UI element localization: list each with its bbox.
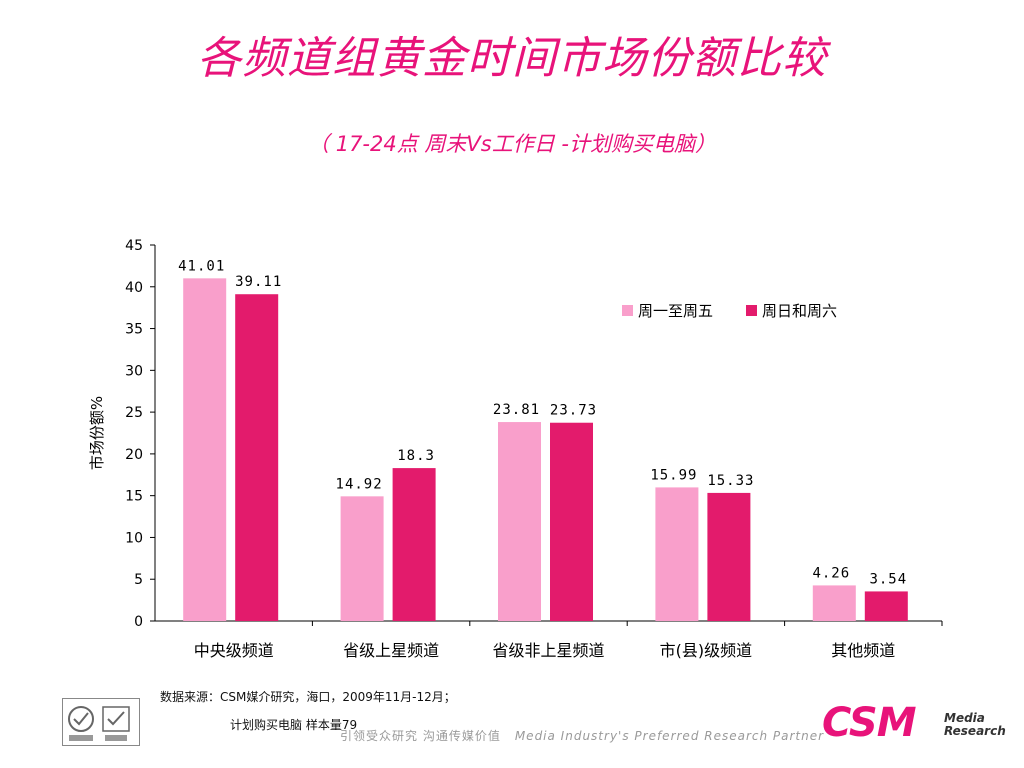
bar-weekday (340, 496, 384, 621)
x-tick-label: 省级非上星频道 (492, 641, 604, 660)
data-label: 39.11 (235, 274, 282, 290)
x-tick-label: 市(县)级频道 (660, 641, 753, 660)
bar-weekend (550, 422, 593, 621)
tagline-cn: 引领受众研究 沟通传媒价值 (340, 729, 501, 743)
y-tick-label: 5 (134, 572, 143, 588)
y-axis-label: 市场份额% (88, 396, 106, 470)
csm-logo: CSM Media Research (822, 700, 1006, 748)
y-tick-label: 35 (125, 322, 143, 338)
page-title: 各频道组黄金时间市场份额比较 (197, 33, 827, 84)
certification-mark-icon (68, 706, 130, 741)
bar-weekend (392, 468, 436, 621)
bar-weekday (812, 585, 856, 621)
y-tick-label: 30 (125, 363, 143, 379)
legend-swatch (746, 305, 757, 316)
y-tick-label: 45 (125, 238, 143, 254)
x-tick-label: 中央级频道 (194, 641, 274, 660)
data-label: 15.33 (707, 473, 754, 489)
x-tick-label: 省级上星频道 (343, 641, 439, 660)
y-tick-label: 25 (125, 405, 143, 421)
y-tick-label: 10 (125, 530, 143, 546)
data-label: 14.92 (336, 476, 383, 492)
csm-logo-text: CSM (822, 700, 917, 746)
bar-weekend (707, 492, 751, 621)
x-tick-label: 其他频道 (831, 641, 895, 660)
legend-label: 周一至周五 (638, 302, 713, 320)
bar-weekend (235, 294, 279, 621)
csm-logo-subtitle: Media Research (944, 712, 1006, 738)
footer-tagline: 引领受众研究 沟通传媒价值 Media Industry's Preferred … (340, 727, 824, 744)
y-tick-label: 15 (125, 489, 143, 505)
data-label: 15.99 (650, 467, 697, 483)
data-label: 4.26 (812, 565, 850, 581)
y-tick-label: 0 (134, 614, 143, 630)
bar-weekday (183, 278, 227, 621)
bar-weekday (655, 487, 699, 621)
bar-weekend (864, 591, 908, 621)
data-label: 18.3 (397, 448, 435, 464)
bar-weekday (498, 422, 541, 621)
certification-logo (62, 698, 140, 746)
tagline-en: Media Industry's Preferred Research Part… (514, 729, 825, 743)
data-label: 3.54 (869, 571, 907, 587)
y-tick-label: 40 (125, 280, 143, 296)
data-source-note: 数据来源：CSM媒介研究，海口，2009年11月-12月； (160, 690, 456, 704)
y-tick-label: 20 (125, 447, 143, 463)
page-subtitle: （ 17-24点 周末Vs工作日 -计划购买电脑） (308, 132, 716, 156)
data-label: 41.01 (178, 258, 225, 274)
data-label: 23.81 (493, 402, 540, 418)
sample-size-note: 计划购买电脑 样本量79 (230, 718, 358, 732)
logo-line-research: Research (944, 724, 1006, 738)
logo-line-media: Media (944, 711, 985, 725)
legend-swatch (622, 305, 633, 316)
data-label: 23.73 (550, 403, 597, 419)
legend-label: 周日和周六 (762, 302, 837, 320)
